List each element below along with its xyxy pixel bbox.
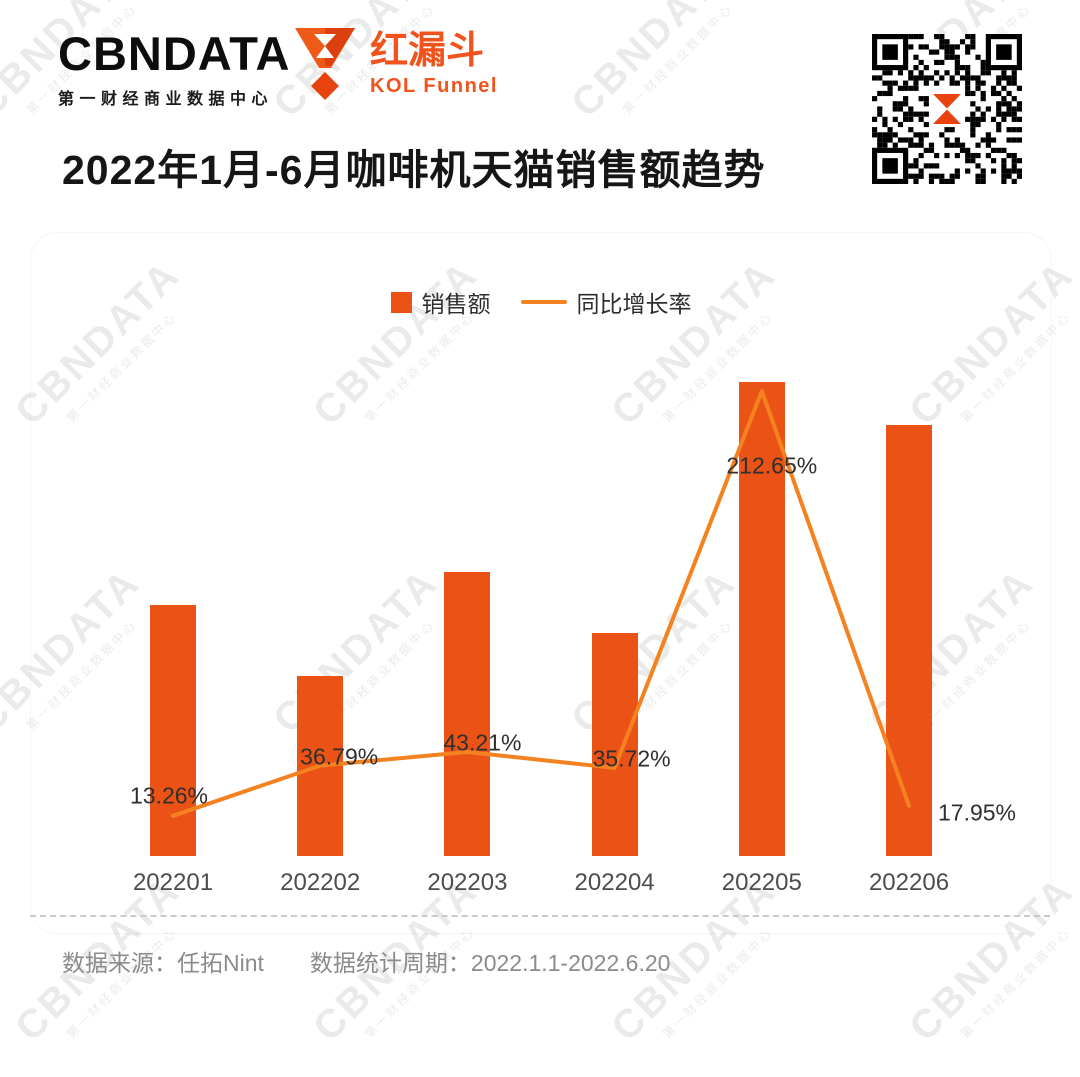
legend-item-sales: 销售额 [390,285,491,319]
x-label-202205: 202205 [721,869,802,896]
cbndata-logo-subtitle: 第一财经商业数据中心 [58,91,274,108]
kol-funnel-name: 红漏斗 [370,30,485,72]
bar-202204 [591,633,638,856]
growth-labels-layer: 13.26% 36.79% 43.21% 35.72% 212.65% 17.95% [31,233,1051,933]
growth-polyline [171,389,911,818]
growth-label-202206: 17.95% [937,799,1017,826]
cbndata-logo: CBNDATA 第一财经商业数据中心 [58,30,290,109]
x-label-202203: 202203 [427,869,508,896]
growth-label-202203: 43.21% [443,729,522,756]
line-swatch-icon [520,300,567,304]
legend-bar-label: 销售额 [421,291,491,317]
qr-code [872,34,1022,184]
chart-card: 销售额 同比增长率 13.26% 36.79% 43.21% 35.72% 212.65… [30,232,1052,934]
footer: 数据来源：任拓Nint 数据统计周期：2022.1.1-2022.6.20 [62,944,670,978]
data-period: 数据统计周期：2022.1.1-2022.6.20 [309,950,671,976]
growth-label-202204: 35.72% [592,745,671,772]
x-label-202201: 202201 [132,869,214,896]
kol-funnel-text: 红漏斗 KOL Funnel [370,26,498,98]
x-label-202206: 202206 [868,869,950,896]
cbndata-logo-text: CBNDATA [58,27,291,80]
x-label-202202: 202202 [280,869,361,896]
growth-label-202205: 212.65% [726,452,818,479]
kol-funnel-logo: 红漏斗 KOL Funnel [294,26,498,106]
kol-funnel-subtitle: KOL Funnel [370,75,498,97]
growth-label-202202: 36.79% [300,743,379,770]
data-source: 数据来源：任拓Nint [62,950,264,976]
bar-202203 [444,571,491,856]
legend-item-growth: 同比增长率 [520,285,692,319]
bar-202206 [886,424,932,856]
funnel-icon [295,28,355,100]
footer-divider [30,915,1050,917]
page-title: 2022年1月-6月咖啡机天猫销售额趋势 [62,147,766,193]
chart-legend: 销售额 同比增长率 [31,285,1051,319]
x-axis-labels: 202201 202202 202203 202204 202205 202206 [31,233,1051,933]
growth-line [171,389,911,818]
qr-code-image [872,34,1022,184]
legend-line-label: 同比增长率 [576,291,692,317]
x-label-202204: 202204 [574,869,655,896]
growth-label-202201: 13.26% [129,782,209,809]
bar-swatch-icon [390,291,412,313]
bar-202205 [738,382,785,856]
